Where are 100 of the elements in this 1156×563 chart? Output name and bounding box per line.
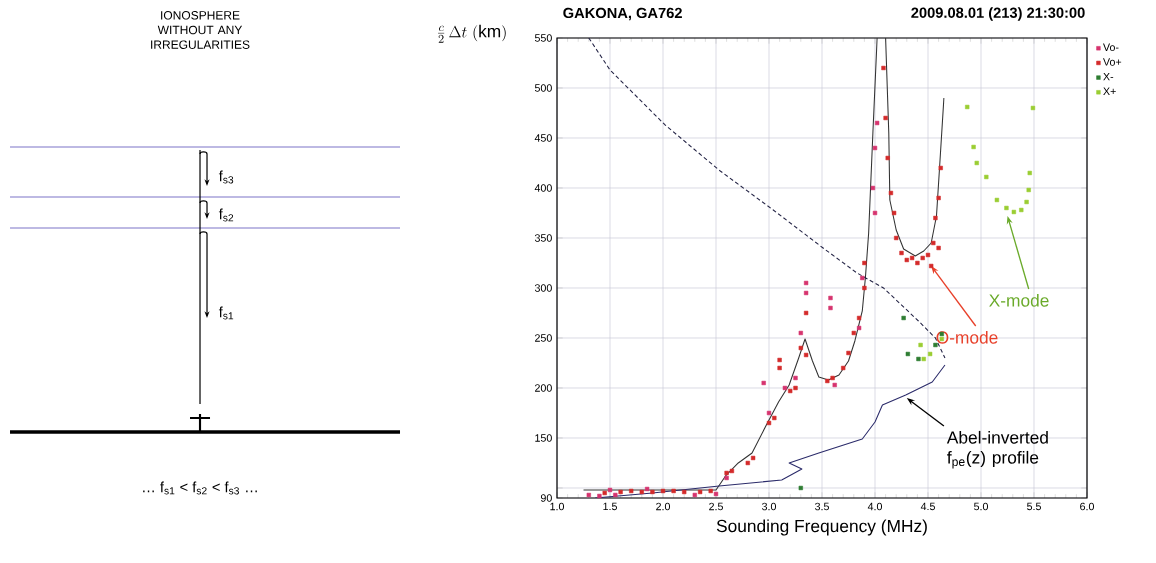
point	[729, 468, 735, 474]
x-tick-label: 3.5	[814, 502, 829, 511]
point	[708, 488, 713, 494]
point	[872, 145, 878, 151]
point	[1004, 205, 1009, 211]
point	[828, 305, 833, 311]
x-tick-label: 5.5	[1027, 502, 1041, 511]
point	[965, 104, 970, 110]
point	[915, 260, 920, 266]
x-tick-label: 3.0	[761, 502, 777, 511]
point	[916, 356, 921, 362]
point	[927, 351, 933, 357]
point	[798, 330, 803, 336]
point	[862, 260, 867, 266]
text: … f$_{s1}$ < f$_{s2}$ < f$_{s3}$ …	[143, 481, 257, 495]
point	[803, 352, 809, 358]
annotation: O-mode	[936, 330, 998, 344]
point	[1026, 187, 1031, 193]
chart-title: GAKONA, GA762	[563, 7, 682, 21]
y-tick-label: 450	[534, 134, 552, 142]
point	[905, 351, 910, 357]
point	[894, 235, 899, 241]
point	[607, 487, 613, 493]
y-tick-label: 90	[540, 494, 552, 502]
legend-label: Vo+	[1103, 58, 1122, 66]
point	[660, 488, 666, 494]
annotation: Abel-inverted f$_{pe}$(z) profile	[946, 430, 1048, 469]
point	[761, 380, 766, 386]
point	[891, 210, 897, 216]
point	[639, 489, 644, 495]
point	[772, 415, 777, 421]
point	[803, 290, 809, 296]
legend-label: Vo-	[1103, 43, 1119, 52]
point	[931, 240, 936, 246]
legend-label: X+	[1103, 87, 1116, 95]
chart-subtitle: 2009.08.01 (213) 21:30:00	[911, 7, 1085, 21]
y-tick-label: 300	[534, 284, 552, 292]
annotation: X-mode	[989, 293, 1049, 307]
point	[745, 460, 750, 466]
point	[629, 488, 634, 494]
line-series	[594, 364, 946, 498]
text: f$_{s2}$	[218, 208, 234, 222]
point	[713, 491, 719, 497]
point	[899, 250, 904, 256]
point	[841, 365, 846, 371]
point	[793, 375, 798, 381]
x-tick-label: 4.0	[867, 502, 883, 511]
point	[1019, 207, 1024, 213]
point	[936, 245, 941, 251]
y-tick-label: 500	[534, 84, 552, 92]
point	[971, 144, 976, 150]
point	[925, 252, 931, 258]
point	[798, 345, 803, 351]
point	[618, 489, 623, 495]
point	[984, 174, 989, 180]
point	[782, 385, 788, 391]
point	[682, 489, 687, 495]
point	[671, 488, 676, 494]
y-axis-title: $\frac{c}{2}\,\Delta t\ \mathrm{(km)}$	[438, 24, 506, 43]
point	[788, 388, 793, 394]
point	[692, 492, 697, 498]
point	[933, 215, 938, 221]
point	[798, 485, 803, 491]
x-tick-label: 1.5	[603, 502, 617, 511]
x-tick-label: 4.5	[920, 502, 935, 511]
point	[830, 375, 835, 381]
point	[851, 330, 856, 336]
point	[856, 315, 862, 321]
point	[874, 120, 880, 126]
y-tick-label: 150	[535, 434, 552, 442]
x-tick-label: 6.0	[1080, 502, 1094, 511]
point	[846, 350, 851, 356]
point	[766, 420, 772, 426]
point	[938, 165, 943, 171]
point	[650, 489, 655, 495]
point	[862, 285, 867, 291]
x-tick-label: 1.0	[550, 502, 565, 511]
point	[803, 280, 809, 286]
point	[921, 356, 926, 362]
point	[904, 257, 909, 263]
point	[586, 492, 591, 498]
point	[883, 115, 888, 121]
point	[901, 315, 906, 321]
point	[793, 385, 798, 391]
y-tick-label: 350	[534, 234, 552, 242]
y-tick-label: 200	[535, 384, 552, 392]
y-tick-label: 550	[534, 34, 552, 42]
point	[885, 155, 890, 161]
point	[777, 365, 782, 371]
y-tick-label: 250	[535, 334, 552, 342]
text: f$_{s3}$	[218, 170, 234, 184]
point	[918, 342, 923, 348]
point	[724, 470, 729, 476]
point	[750, 455, 756, 461]
point	[602, 490, 607, 496]
x-tick-label: 5.0	[974, 502, 988, 511]
point	[856, 325, 862, 331]
point	[888, 190, 894, 196]
y-tick-label: 400	[534, 184, 552, 192]
point	[828, 295, 833, 301]
